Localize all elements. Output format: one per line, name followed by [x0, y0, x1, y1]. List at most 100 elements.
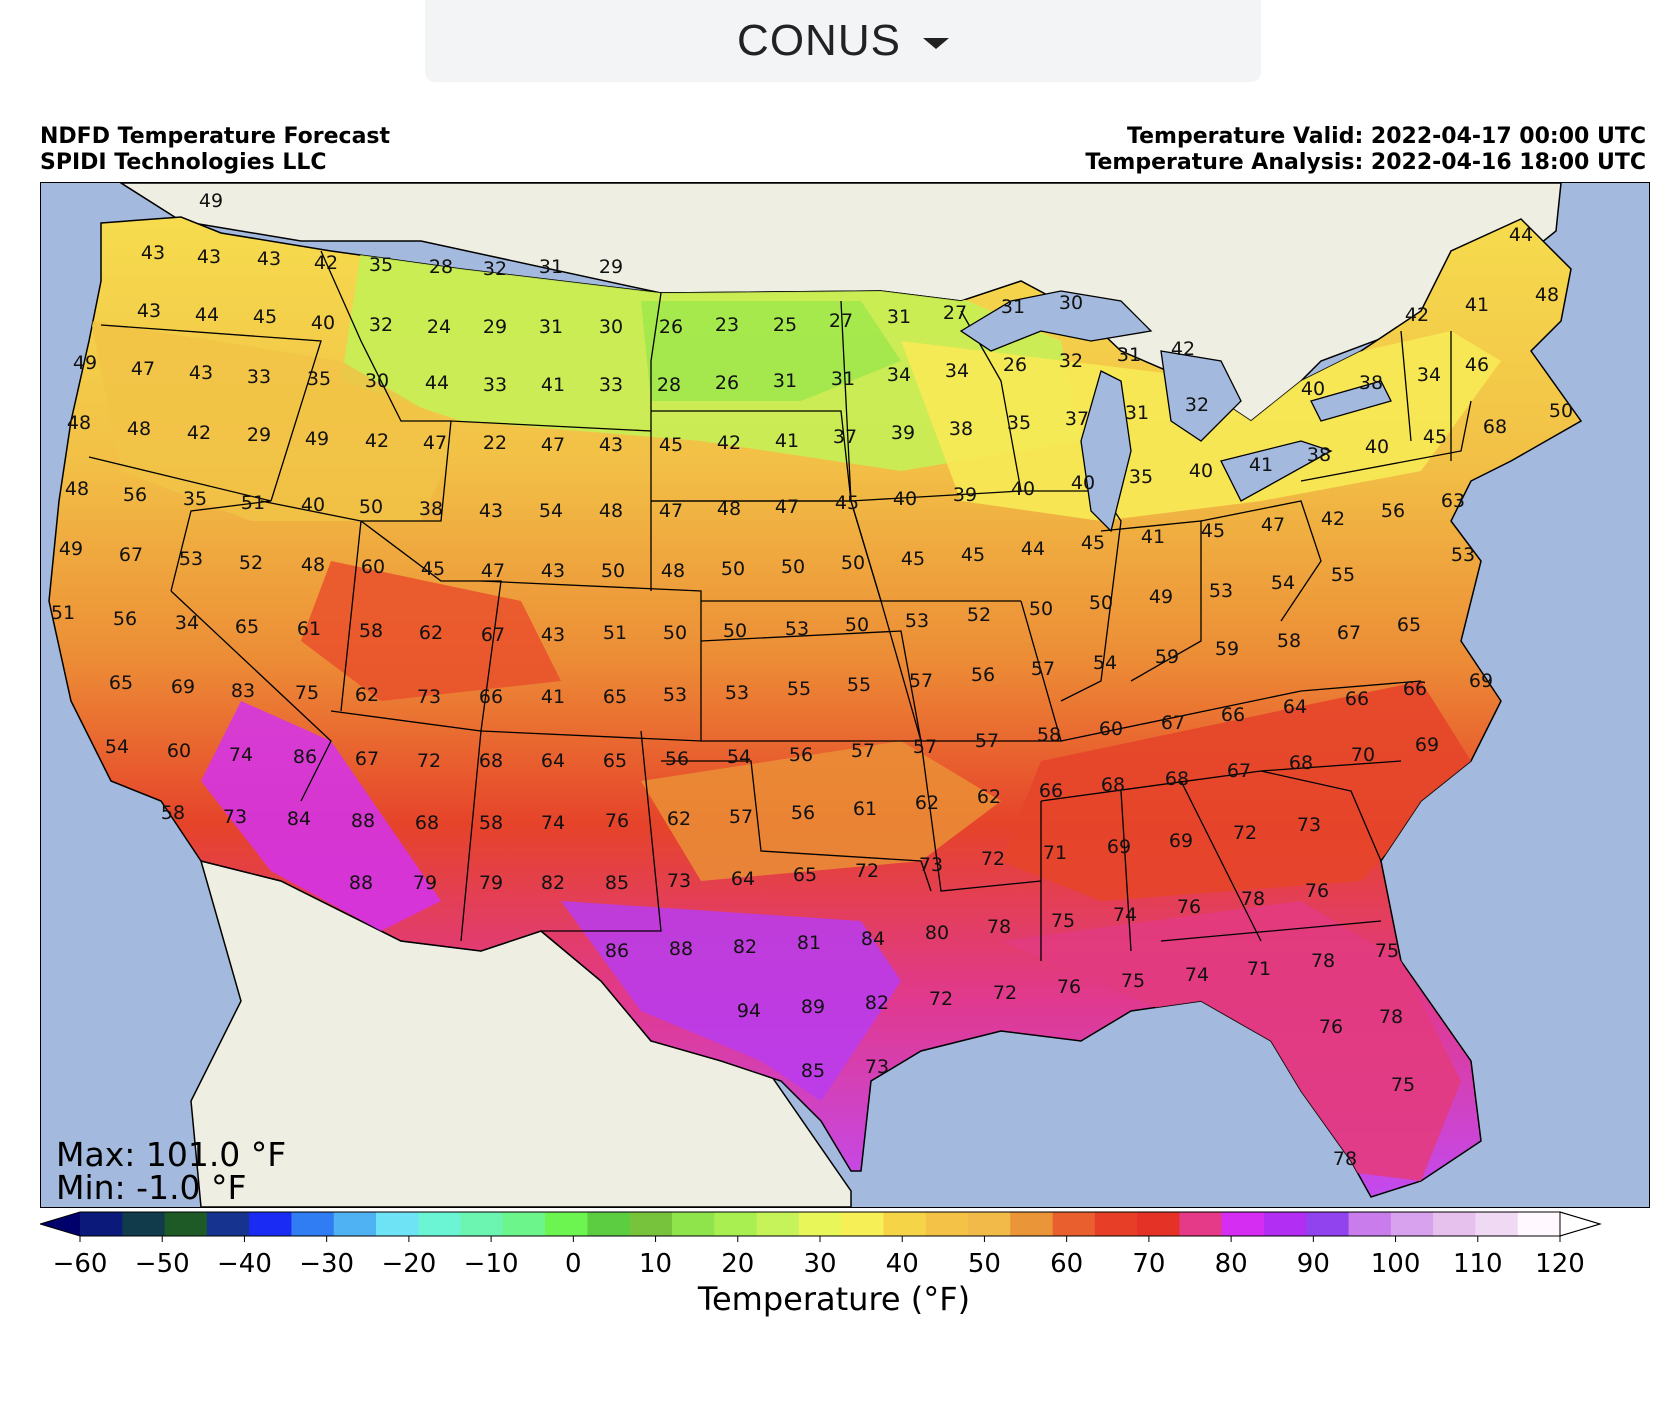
- colorbar-tick-label: 50: [968, 1249, 1001, 1278]
- colorbar-segment: [1348, 1212, 1392, 1236]
- temperature-label: 27: [943, 302, 967, 324]
- temperature-label: 86: [293, 746, 317, 768]
- min-temperature: Min: -1.0 °F: [56, 1168, 247, 1207]
- temperature-label: 50: [841, 552, 865, 574]
- temperature-label: 43: [599, 434, 623, 456]
- colorbar-segment: [629, 1212, 673, 1236]
- map-title: NDFD Temperature Forecast: [40, 124, 391, 149]
- great-lakes: [959, 290, 1392, 533]
- temperature-label: 43: [541, 560, 565, 582]
- temperature-label: 83: [231, 680, 255, 702]
- valid-time: Temperature Valid: 2022-04-17 00:00 UTC: [1127, 124, 1646, 149]
- temperature-label: 31: [831, 368, 855, 390]
- temperature-label: 44: [195, 304, 219, 326]
- temperature-label: 79: [413, 872, 437, 894]
- temperature-label: 40: [311, 312, 335, 334]
- temperature-label: 22: [483, 432, 507, 454]
- temperature-label: 56: [791, 802, 815, 824]
- temperature-label: 78: [1241, 888, 1265, 910]
- temperature-label: 67: [1337, 622, 1361, 644]
- temperature-label: 23: [715, 314, 739, 336]
- temperature-labels: 49 43 43 43 42 35 28 32 31 29 43 44 45 40 32 24 29 31 30 26…: [51, 190, 1573, 1170]
- temperature-label: 45: [1081, 532, 1105, 554]
- temperature-label: 68: [1101, 774, 1125, 796]
- map-canvas: 49 43 43 43 42 35 28 32 31 29 43 44 45 40 32 24 29 31 30 26…: [41, 183, 1649, 1207]
- temperature-label: 32: [483, 258, 507, 280]
- region-dropdown[interactable]: CONUS: [425, 0, 1261, 82]
- temperature-label: 85: [801, 1060, 825, 1082]
- temperature-label: 31: [887, 306, 911, 328]
- temperature-label: 74: [1185, 964, 1209, 986]
- temperature-label: 58: [1277, 630, 1301, 652]
- temperature-label: 69: [1415, 734, 1439, 756]
- temperature-label: 30: [599, 316, 623, 338]
- temperature-label: 80: [925, 922, 949, 944]
- temperature-label: 74: [229, 744, 253, 766]
- colorbar-tick-label: 60: [1050, 1249, 1083, 1278]
- temperature-label: 49: [1149, 586, 1173, 608]
- temperature-label: 62: [355, 684, 379, 706]
- temperature-label: 79: [479, 872, 503, 894]
- temperature-label: 40: [1011, 478, 1035, 500]
- lake-erie: [1220, 440, 1333, 502]
- temperature-label: 62: [977, 786, 1001, 808]
- temperature-label: 25: [773, 314, 797, 336]
- colorbar-segment: [545, 1212, 588, 1236]
- temperature-label: 47: [659, 500, 683, 522]
- temperature-label: 65: [109, 672, 133, 694]
- temperature-label: 57: [909, 670, 933, 692]
- colorbar-segment: [460, 1212, 504, 1236]
- temperature-label: 47: [423, 432, 447, 454]
- temperature-label: 72: [993, 982, 1017, 1004]
- colorbar-segment: [1433, 1212, 1476, 1236]
- temperature-label: 56: [123, 484, 147, 506]
- temperature-label: 75: [1391, 1074, 1415, 1096]
- temperature-label: 49: [73, 352, 97, 374]
- temperature-label: 45: [659, 434, 683, 456]
- temperature-label: 72: [855, 860, 879, 882]
- temperature-label: 51: [241, 492, 265, 514]
- temperature-label: 71: [1043, 842, 1067, 864]
- chevron-down-icon[interactable]: [922, 37, 949, 49]
- temperature-label: 50: [721, 558, 745, 580]
- temperature-label: 75: [1375, 940, 1399, 962]
- temperature-label: 68: [415, 812, 439, 834]
- temperature-label: 66: [1345, 688, 1369, 710]
- temperature-label: 65: [235, 616, 259, 638]
- colorbar-segment: [502, 1212, 546, 1236]
- colorbar-segment: [1052, 1212, 1096, 1236]
- colorbar-segment: [333, 1212, 377, 1236]
- temperature-label: 71: [1247, 958, 1271, 980]
- temperature-label: 43: [541, 624, 565, 646]
- colorbar-segment: [968, 1212, 1011, 1236]
- temperature-label: 27: [829, 310, 853, 332]
- temperature-label: 28: [657, 374, 681, 396]
- temperature-label: 48: [661, 560, 685, 582]
- temperature-label: 37: [833, 426, 857, 448]
- lake-huron: [1160, 350, 1242, 442]
- temperature-label: 53: [725, 682, 749, 704]
- temperature-label: 26: [1003, 354, 1027, 376]
- temperature-label: 50: [1029, 598, 1053, 620]
- colorbar-segment: [1179, 1212, 1223, 1236]
- temperature-label: 42: [717, 432, 741, 454]
- temperature-label: 37: [1065, 408, 1089, 430]
- temperature-label: 34: [175, 612, 199, 634]
- temperature-label: 70: [1351, 744, 1375, 766]
- temperature-label: 45: [253, 306, 277, 328]
- colorbar-segment: [714, 1212, 758, 1236]
- temperature-label: 75: [1051, 910, 1075, 932]
- temperature-label: 50: [359, 496, 383, 518]
- colorbar: −60 −50 −40 −30 −20 −10 0 10 20 30 40 50 60 70 80 90 100…: [40, 1211, 1602, 1278]
- temperature-label: 56: [113, 608, 137, 630]
- temperature-label: 35: [183, 488, 207, 510]
- temperature-label: 52: [239, 552, 263, 574]
- temperature-label: 76: [1057, 976, 1081, 998]
- colorbar-tick-label: 20: [721, 1249, 754, 1278]
- temperature-label: 53: [663, 684, 687, 706]
- temperature-label: 53: [905, 610, 929, 632]
- temperature-label: 64: [541, 750, 565, 772]
- temperature-label: 32: [369, 314, 393, 336]
- colorbar-tick-label: 40: [886, 1249, 919, 1278]
- temperature-label: 67: [1161, 712, 1185, 734]
